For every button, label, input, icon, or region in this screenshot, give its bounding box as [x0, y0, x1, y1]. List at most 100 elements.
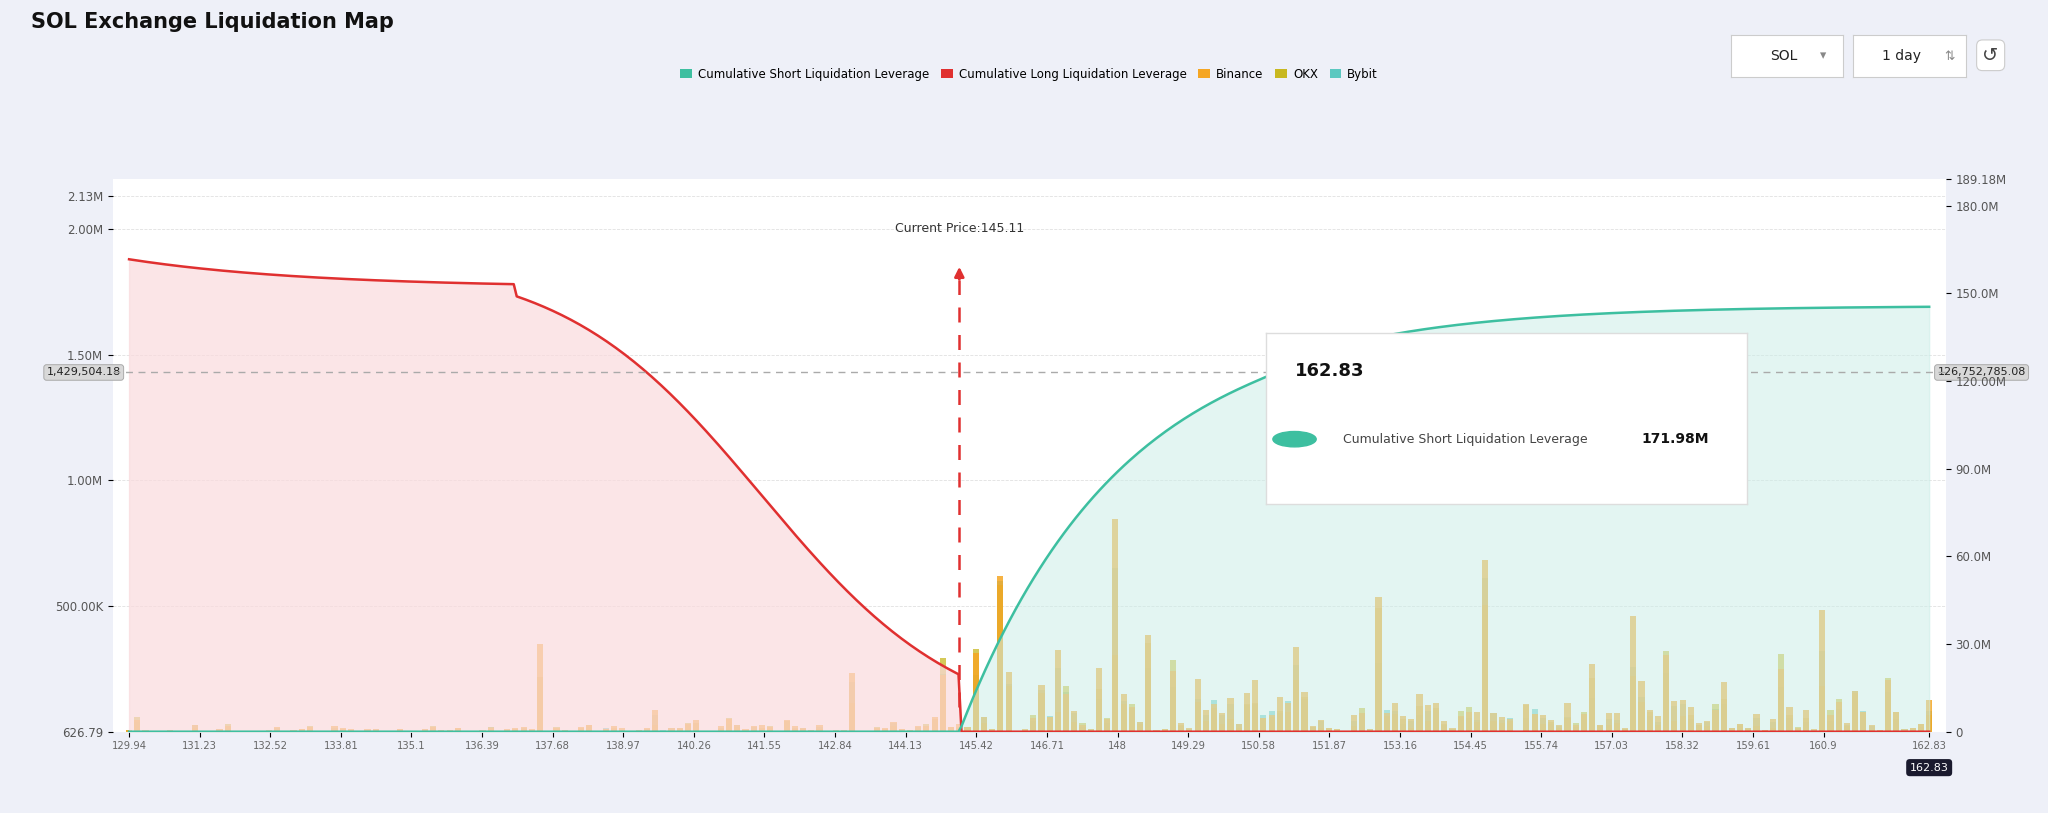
Bar — [1720, 682, 1726, 732]
Bar — [1655, 715, 1661, 732]
Bar — [168, 730, 174, 732]
Bar — [1243, 706, 1249, 732]
Circle shape — [1274, 432, 1317, 447]
Bar — [1352, 715, 1358, 732]
Bar — [307, 727, 313, 732]
Bar — [1565, 717, 1571, 732]
Bar — [266, 731, 272, 732]
Bar — [932, 717, 938, 732]
Bar — [1589, 678, 1595, 732]
Bar — [1925, 700, 1931, 732]
Bar — [1712, 710, 1718, 732]
Bar — [176, 731, 182, 732]
Bar — [817, 727, 823, 732]
Bar — [1556, 726, 1563, 732]
Bar — [1292, 680, 1298, 732]
Bar — [899, 728, 905, 732]
Bar — [438, 730, 444, 732]
Bar — [1843, 724, 1849, 732]
Bar — [1243, 704, 1249, 732]
Bar — [1022, 730, 1028, 732]
Bar — [1573, 724, 1579, 732]
Bar — [299, 730, 305, 732]
Bar — [1128, 708, 1135, 732]
Bar — [217, 728, 223, 732]
Bar — [692, 720, 698, 732]
Bar — [643, 729, 649, 732]
Bar — [1335, 730, 1341, 732]
Bar — [1087, 729, 1094, 732]
Bar — [1317, 721, 1323, 732]
Bar — [291, 730, 297, 732]
Bar — [1696, 725, 1702, 732]
Bar — [1925, 711, 1931, 732]
Bar — [1827, 721, 1833, 732]
Bar — [455, 728, 461, 732]
Bar — [743, 730, 750, 732]
Bar — [340, 729, 346, 732]
Bar — [891, 726, 897, 732]
Bar — [1745, 728, 1751, 732]
Bar — [1442, 724, 1448, 732]
Bar — [1475, 711, 1481, 732]
Bar — [193, 724, 199, 732]
Bar — [1251, 703, 1257, 732]
Bar — [784, 721, 791, 732]
Bar — [1606, 713, 1612, 732]
Bar — [1260, 718, 1266, 732]
Bar — [1128, 704, 1135, 732]
Bar — [1843, 723, 1849, 732]
Bar — [1401, 715, 1407, 732]
Bar — [1548, 720, 1554, 732]
Bar — [348, 730, 354, 732]
Bar — [1630, 676, 1636, 732]
Bar — [997, 581, 1004, 732]
Bar — [1300, 692, 1307, 732]
Bar — [1384, 713, 1391, 732]
Bar — [1006, 685, 1012, 732]
Bar — [225, 726, 231, 732]
Bar — [422, 729, 428, 732]
Bar — [430, 726, 436, 732]
Bar — [1022, 730, 1028, 732]
Bar — [586, 724, 592, 732]
Bar — [1087, 730, 1094, 732]
Bar — [1729, 728, 1735, 732]
Bar — [817, 725, 823, 732]
Bar — [1425, 705, 1432, 732]
Bar — [1753, 714, 1759, 732]
Bar — [512, 728, 518, 732]
Bar — [1145, 635, 1151, 732]
Bar — [1227, 720, 1233, 732]
Bar — [365, 730, 371, 732]
Bar — [1120, 701, 1126, 732]
Bar — [768, 726, 774, 732]
Bar — [291, 730, 297, 732]
Bar — [446, 730, 453, 732]
Bar — [1300, 698, 1307, 732]
Bar — [1745, 728, 1751, 732]
Bar — [1573, 724, 1579, 732]
Bar — [1153, 730, 1159, 732]
Bar — [438, 731, 444, 732]
Bar — [1712, 709, 1718, 732]
Bar — [1663, 673, 1669, 732]
Bar — [1769, 720, 1776, 732]
Bar — [430, 728, 436, 732]
Text: ↺: ↺ — [1982, 46, 1999, 65]
Bar — [1096, 667, 1102, 732]
Bar — [618, 728, 625, 732]
Bar — [422, 730, 428, 732]
Bar — [643, 728, 649, 732]
Bar — [915, 726, 922, 732]
Bar — [1769, 728, 1776, 732]
Bar — [1507, 719, 1513, 732]
Bar — [1630, 615, 1636, 732]
Bar — [1786, 718, 1792, 732]
Bar — [332, 728, 338, 732]
Bar — [1169, 660, 1176, 732]
Bar — [1737, 724, 1743, 732]
Bar — [1925, 715, 1931, 732]
Bar — [956, 728, 963, 732]
Bar — [1761, 730, 1767, 732]
